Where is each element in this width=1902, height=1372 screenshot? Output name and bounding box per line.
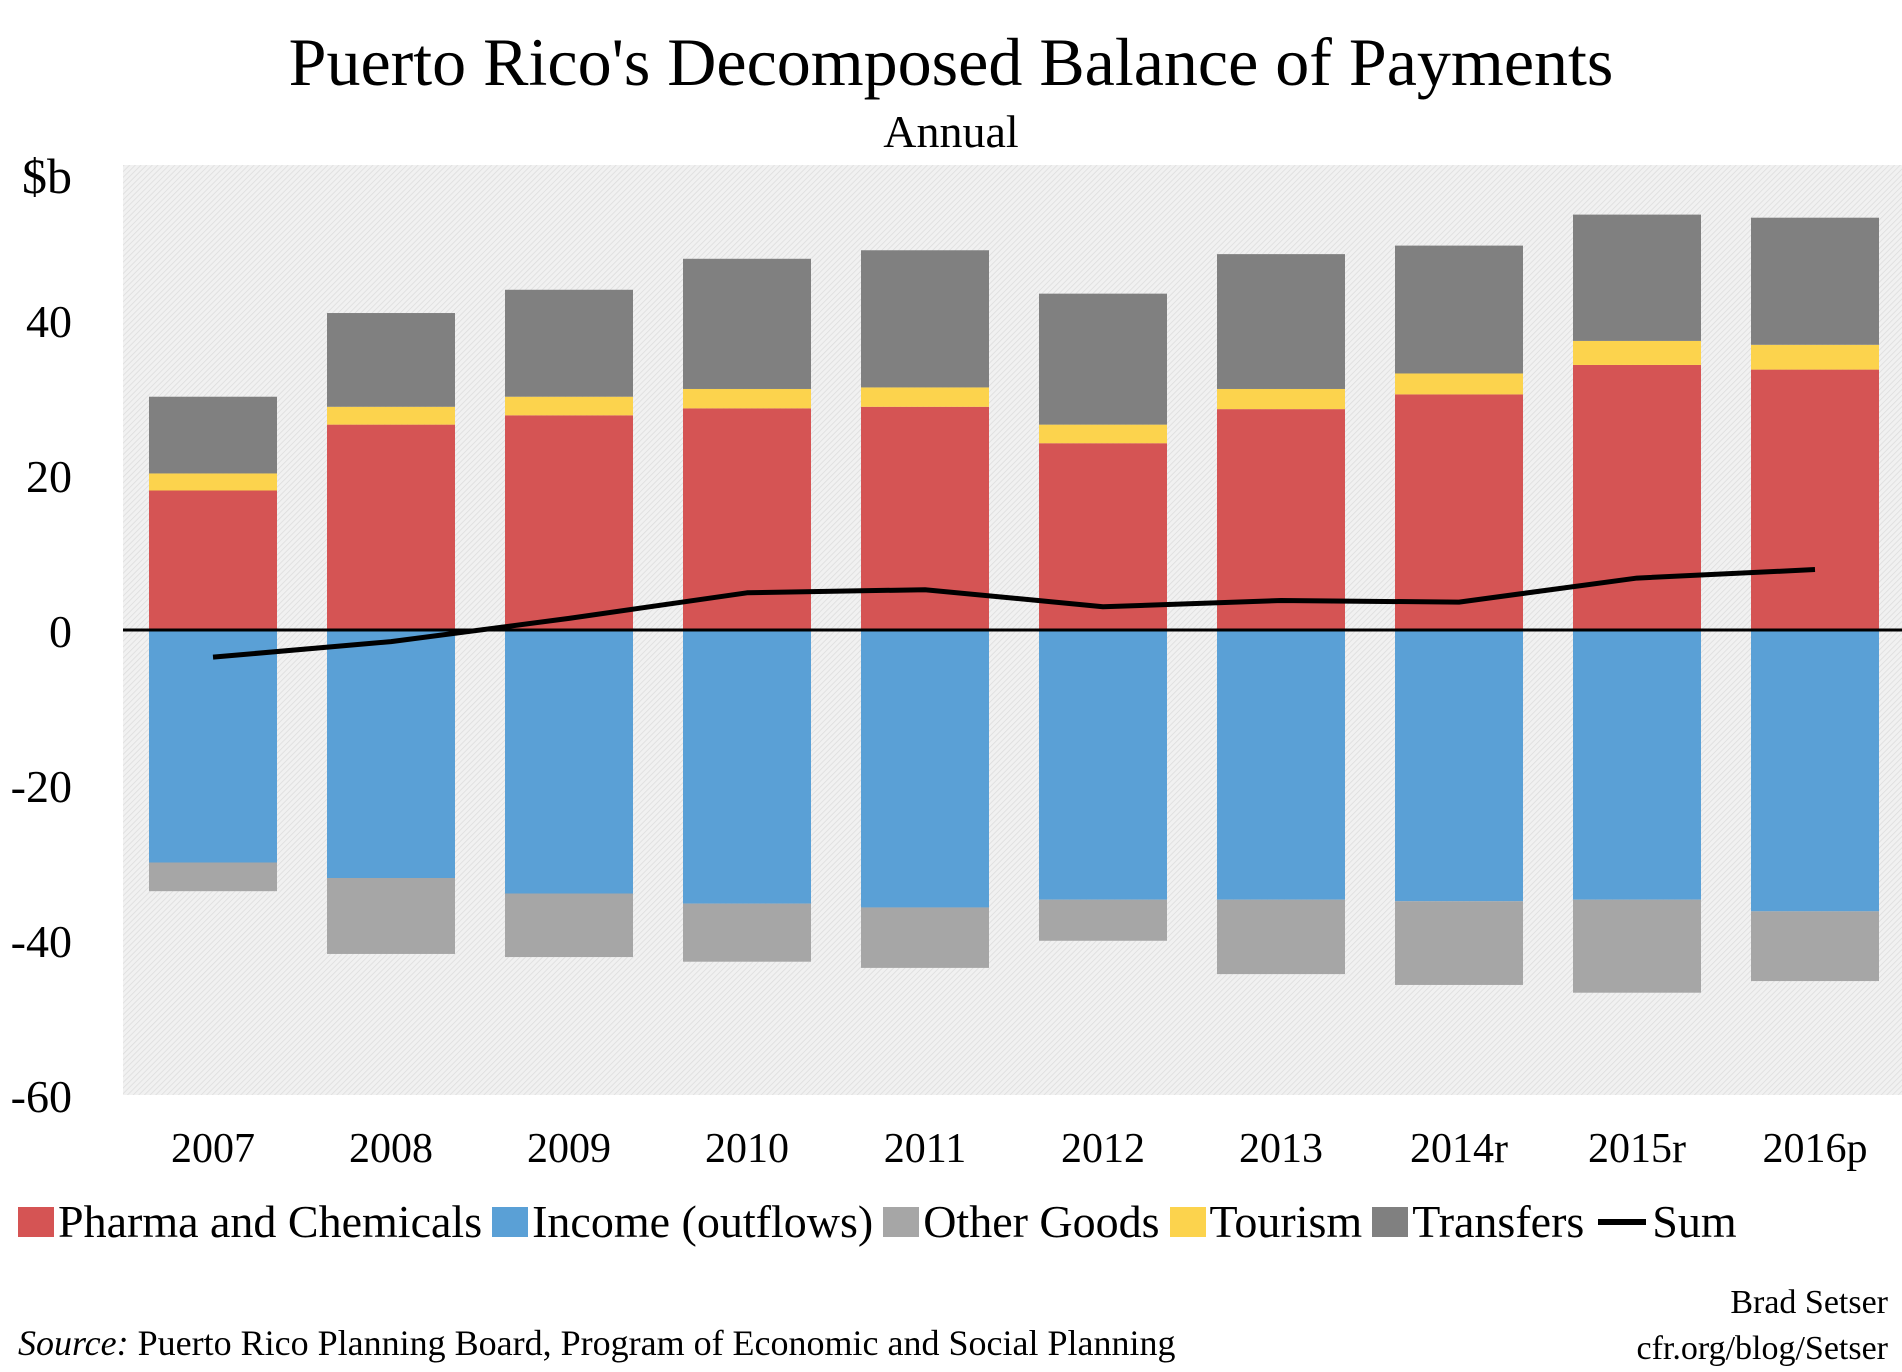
author-site: cfr.org/blog/Setser [1636, 1330, 1889, 1367]
author-name: Brad Setser [1730, 1284, 1888, 1321]
bar-income-outflows-2011 [861, 630, 989, 908]
bar-other-goods-2014r [1395, 901, 1523, 985]
source-note: Source: Puerto Rico Planning Board, Prog… [18, 1320, 1175, 1366]
bar-other-goods-2012 [1039, 899, 1167, 941]
bar-transfers-2008 [327, 313, 455, 407]
bar-tourism-2011 [861, 387, 989, 407]
legend-label: Pharma and Chemicals [58, 1196, 483, 1247]
legend-item-tourism: Tourism [1169, 1195, 1363, 1248]
x-tick-label: 2010 [705, 1126, 789, 1172]
bar-tourism-2013 [1217, 388, 1345, 410]
y-tick-label: -20 [11, 761, 72, 812]
x-tick-label: 2015r [1588, 1126, 1686, 1172]
bar-pharma-and-chemicals-2013 [1217, 409, 1345, 630]
bar-tourism-2009 [505, 396, 633, 416]
chart-title: Puerto Rico's Decomposed Balance of Paym… [288, 24, 1614, 100]
bar-other-goods-2015r [1573, 899, 1701, 993]
bar-pharma-and-chemicals-2014r [1395, 394, 1523, 630]
y-tick-labels: 40 20 0 -20 -40 -60 [11, 296, 72, 1122]
bar-income-outflows-2008 [327, 630, 455, 878]
bar-transfers-2015r [1573, 214, 1701, 341]
legend-label: Tourism [1209, 1196, 1363, 1247]
bar-income-outflows-2014r [1395, 630, 1523, 902]
source-text: Puerto Rico Planning Board, Program of E… [128, 1323, 1176, 1363]
y-tick-label: 0 [49, 606, 72, 657]
y-tick-label: -60 [11, 1071, 72, 1122]
bar-other-goods-2007 [149, 862, 277, 892]
bar-income-outflows-2013 [1217, 630, 1345, 900]
bar-income-outflows-2012 [1039, 630, 1167, 900]
legend-item-sum: Sum [1594, 1195, 1737, 1248]
bar-transfers-2013 [1217, 254, 1345, 389]
x-tick-labels: 2007 2008 2009 2010 2011 2012 2013 2014r 2015r 20… [171, 1126, 1868, 1172]
y-tick-label: 20 [26, 451, 72, 502]
bar-income-outflows-2010 [683, 630, 811, 904]
bar-other-goods-2010 [683, 903, 811, 962]
bar-income-outflows-2015r [1573, 630, 1701, 900]
bar-transfers-2012 [1039, 293, 1167, 425]
bar-income-outflows-2007 [149, 630, 277, 863]
legend-label: Sum [1652, 1196, 1737, 1247]
bar-other-goods-2013 [1217, 899, 1345, 975]
bar-tourism-2015r [1573, 340, 1701, 365]
bar-transfers-2007 [149, 396, 277, 474]
bar-transfers-2016p [1751, 217, 1879, 345]
bar-income-outflows-2009 [505, 630, 633, 894]
bar-other-goods-2008 [327, 878, 455, 954]
y-axis-label: $b [22, 148, 72, 204]
bar-pharma-and-chemicals-2008 [327, 424, 455, 630]
legend-swatch [1169, 1206, 1206, 1237]
x-tick-label: 2007 [171, 1126, 255, 1172]
legend-swatch [18, 1206, 54, 1237]
x-tick-label: 2008 [349, 1126, 433, 1172]
bar-pharma-and-chemicals-2009 [505, 415, 633, 630]
x-tick-label: 2013 [1239, 1126, 1323, 1172]
bar-tourism-2012 [1039, 424, 1167, 444]
x-tick-label: 2012 [1061, 1126, 1145, 1172]
legend-swatch [492, 1206, 529, 1237]
legend: Pharma and Chemicals Income (outflows) Oth… [18, 1195, 1747, 1248]
bar-tourism-2008 [327, 406, 455, 425]
x-tick-label: 2014r [1410, 1126, 1508, 1172]
y-tick-label: -40 [11, 916, 72, 967]
source-prefix: Source: [18, 1323, 129, 1363]
legend-swatch [1372, 1206, 1409, 1237]
x-tick-label: 2009 [527, 1126, 611, 1172]
x-tick-label: 2011 [884, 1126, 966, 1172]
legend-item-income-outflows: Income (outflows) [492, 1195, 873, 1248]
bar-transfers-2014r [1395, 245, 1523, 374]
bar-other-goods-2009 [505, 893, 633, 958]
bar-tourism-2007 [149, 473, 277, 491]
bar-pharma-and-chemicals-2011 [861, 406, 989, 630]
bar-pharma-and-chemicals-2015r [1573, 364, 1701, 630]
legend-item-pharma-and-chemicals: Pharma and Chemicals [18, 1195, 482, 1248]
legend-swatch [883, 1206, 920, 1237]
y-tick-label: 40 [26, 296, 72, 347]
bar-pharma-and-chemicals-2012 [1039, 443, 1167, 630]
bar-transfers-2010 [683, 258, 811, 389]
author-credit: Brad Setser cfr.org/blog/Setser [1637, 1280, 1889, 1372]
legend-label: Transfers [1412, 1196, 1585, 1247]
x-tick-label: 2016p [1763, 1126, 1868, 1172]
bar-tourism-2010 [683, 388, 811, 409]
sum-line-layer [212, 567, 1816, 660]
bar-pharma-and-chemicals-2007 [149, 490, 277, 630]
legend-label: Income (outflows) [532, 1196, 874, 1247]
bar-tourism-2016p [1751, 344, 1879, 370]
legend-item-other-goods: Other Goods [883, 1195, 1160, 1248]
bar-other-goods-2011 [861, 907, 989, 968]
bar-other-goods-2016p [1751, 911, 1879, 982]
bar-transfers-2009 [505, 289, 633, 397]
chart-subtitle: Annual [883, 106, 1019, 157]
legend-swatch [1598, 1218, 1647, 1225]
bar-tourism-2014r [1395, 373, 1523, 395]
bar-income-outflows-2016p [1751, 630, 1879, 912]
legend-item-transfers: Transfers [1372, 1195, 1584, 1248]
bar-transfers-2011 [861, 250, 989, 388]
series-line-sum [212, 567, 1816, 660]
legend-label: Other Goods [923, 1196, 1160, 1247]
bar-pharma-and-chemicals-2016p [1751, 369, 1879, 630]
